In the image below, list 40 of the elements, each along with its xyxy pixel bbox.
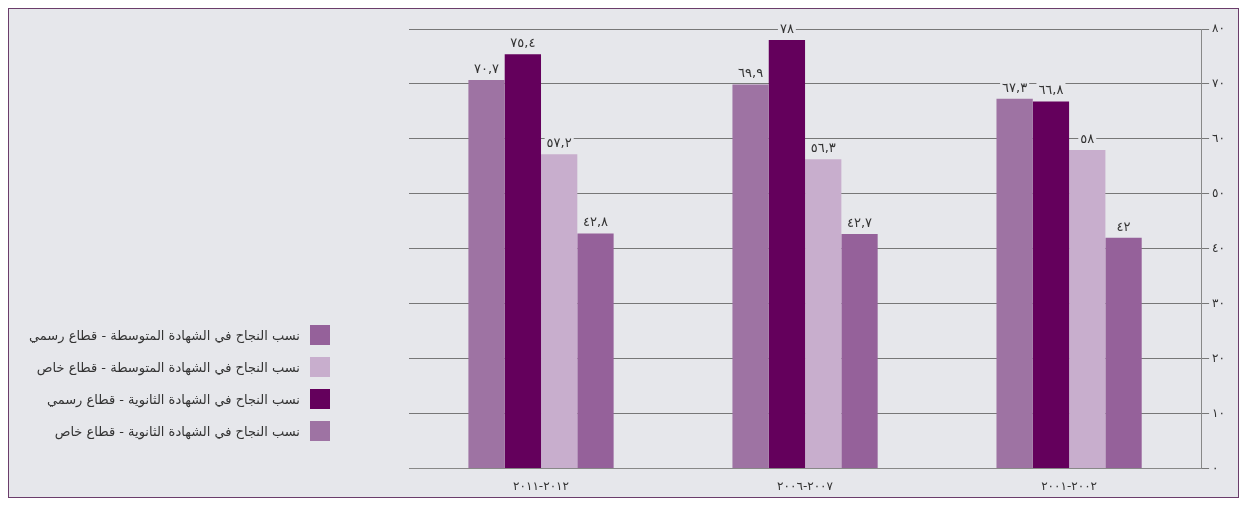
bar bbox=[996, 98, 1033, 469]
data-label: ٦٧,٣ bbox=[1002, 79, 1028, 95]
bar bbox=[504, 54, 542, 469]
bar bbox=[841, 233, 878, 469]
bar bbox=[1032, 101, 1070, 469]
y-tick-label: ٢٠ bbox=[1212, 350, 1225, 365]
bar bbox=[805, 159, 842, 469]
y-tick-label: ٣٠ bbox=[1212, 295, 1225, 310]
x-tick-label: ٢٠١٢-٢٠١١ bbox=[513, 478, 569, 493]
bar bbox=[768, 39, 806, 469]
legend-label: نسب النجاح في الشهادة المتوسطة - قطاع رسمي bbox=[29, 327, 300, 343]
y-tick-label: ١٠ bbox=[1212, 405, 1225, 420]
data-label: ٤٢,٧ bbox=[846, 214, 873, 230]
y-tick-label: ٧٠ bbox=[1212, 76, 1225, 91]
y-tick-label: ٤٠ bbox=[1212, 240, 1225, 255]
data-label: ٥٧,٢ bbox=[546, 135, 572, 151]
data-label: ٧٥,٤ bbox=[510, 35, 536, 51]
bar bbox=[1069, 149, 1106, 469]
x-tick-label: ٢٠٠٧-٢٠٠٦ bbox=[777, 478, 834, 493]
data-label: ٤٢ bbox=[1116, 218, 1131, 234]
data-label: ٦٩,٩ bbox=[738, 65, 764, 81]
data-label: ٥٨ bbox=[1080, 130, 1095, 146]
legend-label: نسب النجاح في الشهادة الثانوية - قطاع رسمي bbox=[46, 391, 300, 407]
legend-label: نسب النجاح في الشهادة الثانوية - قطاع خاص bbox=[54, 423, 300, 439]
y-tick-label: ٦٠ bbox=[1212, 131, 1225, 146]
legend-label: نسب النجاح في الشهادة المتوسطة - قطاع خاص bbox=[36, 359, 300, 375]
x-tick-label: ٢٠٠٢-٢٠٠١ bbox=[1041, 478, 1098, 493]
y-tick-label: ٠ bbox=[1212, 460, 1219, 475]
bar bbox=[1105, 237, 1142, 469]
data-label: ٧٠,٧ bbox=[474, 60, 500, 76]
data-label: ٥٦,٣ bbox=[810, 140, 836, 156]
bar bbox=[577, 233, 614, 469]
y-tick-label: ٥٠ bbox=[1212, 185, 1225, 200]
data-label: ٦٦,٨ bbox=[1038, 82, 1064, 98]
data-label: ٤٢,٨ bbox=[582, 214, 609, 230]
y-tick-label: ٨٠ bbox=[1212, 21, 1225, 36]
data-label: ٧٨ bbox=[779, 20, 794, 36]
bar bbox=[541, 154, 578, 469]
bar bbox=[468, 80, 505, 469]
bar bbox=[732, 84, 769, 469]
